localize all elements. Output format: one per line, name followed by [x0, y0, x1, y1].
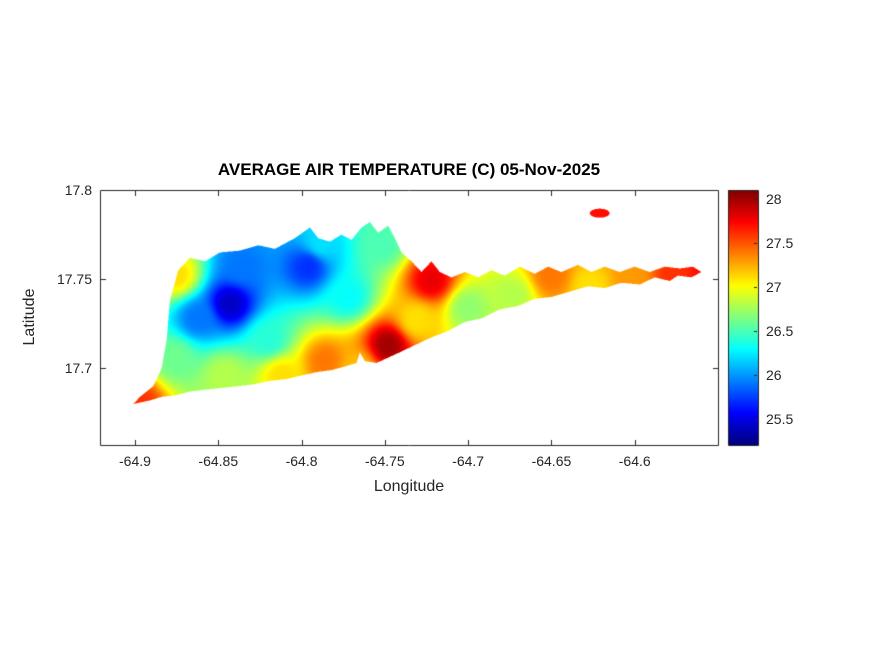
x-tick-label: -64.6: [618, 453, 651, 469]
colorbar-tick-label: 27: [766, 278, 782, 295]
colorbar-tick-label: 26: [766, 366, 782, 383]
colorbar-tick-label: 25.5: [766, 410, 794, 427]
x-tick-label: -64.7: [452, 453, 485, 469]
colorbar-tick-label: 28: [766, 190, 782, 207]
x-tick-label: -64.75: [364, 453, 405, 469]
y-axis-label: Latitude: [21, 288, 38, 346]
x-tick-label: -64.65: [531, 453, 572, 469]
x-tick-label: -64.85: [198, 453, 239, 469]
y-tick-label: 17.7: [64, 360, 92, 377]
x-tick-label: -64.9: [119, 453, 151, 469]
x-axis-label: Longitude: [373, 478, 445, 495]
y-tick-label: 17.75: [56, 271, 92, 288]
chart-title: AVERAGE AIR TEMPERATURE (C) 05-Nov-2025: [217, 160, 601, 179]
y-tick-label: 17.8: [64, 182, 92, 198]
colorbar-tick-label: 27.5: [766, 234, 794, 251]
x-tick-label: -64.8: [285, 453, 318, 469]
colorbar-tick-label: 26.5: [766, 322, 794, 339]
